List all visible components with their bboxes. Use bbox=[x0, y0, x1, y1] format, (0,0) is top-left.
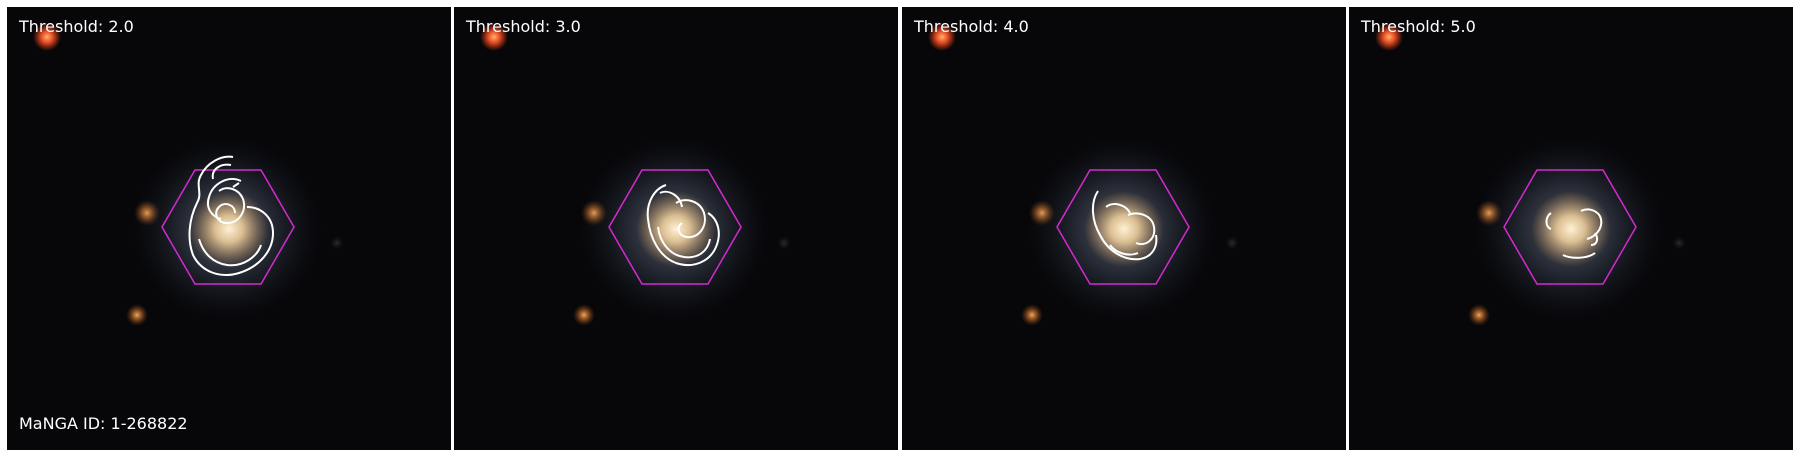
contours bbox=[188, 155, 274, 276]
bright-star bbox=[928, 23, 956, 51]
contours bbox=[1092, 190, 1158, 261]
ifu-hexagon bbox=[1056, 169, 1190, 285]
faint-source bbox=[330, 236, 344, 250]
galaxy-core bbox=[1084, 191, 1164, 267]
galaxy-image bbox=[7, 7, 451, 450]
galaxy-core bbox=[636, 191, 716, 267]
bright-star bbox=[480, 23, 508, 51]
contour-line bbox=[1545, 212, 1552, 230]
bright-star bbox=[33, 23, 61, 51]
contour-line bbox=[232, 182, 240, 188]
galaxy-core bbox=[189, 191, 269, 267]
contours bbox=[1545, 208, 1603, 259]
contour-line bbox=[207, 178, 242, 220]
contour-line bbox=[1105, 203, 1131, 214]
contour-line bbox=[1092, 190, 1158, 261]
panel-threshold-5: Threshold: 5.0 bbox=[1349, 7, 1793, 450]
panel-threshold-2: Threshold: 2.0 MaNGA ID: 1-268822 bbox=[7, 7, 451, 450]
contour-line bbox=[1127, 212, 1156, 245]
ifu-hexagon bbox=[608, 169, 742, 285]
contour-line bbox=[646, 184, 720, 266]
contours bbox=[646, 184, 720, 266]
panel-title: Threshold: 4.0 bbox=[914, 17, 1029, 36]
contour-line bbox=[1562, 252, 1596, 259]
panel-title: Threshold: 2.0 bbox=[19, 17, 134, 36]
ifu-hexagon bbox=[1503, 169, 1637, 285]
field-star bbox=[1468, 304, 1490, 326]
contour-line bbox=[1580, 208, 1603, 240]
ifu-hexagon bbox=[161, 169, 295, 285]
field-star bbox=[1021, 304, 1043, 326]
panel-title: Threshold: 3.0 bbox=[466, 17, 581, 36]
contour-line bbox=[1109, 244, 1139, 256]
contour-line bbox=[657, 226, 711, 259]
field-star bbox=[126, 304, 148, 326]
panel-threshold-4: Threshold: 4.0 bbox=[902, 7, 1346, 450]
contour-line bbox=[215, 187, 245, 224]
faint-source bbox=[1672, 236, 1686, 250]
contour-line bbox=[675, 199, 706, 239]
bright-star bbox=[1375, 23, 1403, 51]
contour-line bbox=[1590, 232, 1599, 246]
panel-title: Threshold: 5.0 bbox=[1361, 17, 1476, 36]
galaxy-image bbox=[1349, 7, 1793, 450]
galaxy-image bbox=[454, 7, 898, 450]
faint-source bbox=[1225, 236, 1239, 250]
contour-line bbox=[188, 155, 274, 276]
field-star bbox=[573, 304, 595, 326]
contour-line bbox=[198, 238, 262, 267]
panel-threshold-3: Threshold: 3.0 bbox=[454, 7, 898, 450]
faint-source bbox=[777, 236, 791, 250]
galaxy-image bbox=[902, 7, 1346, 450]
contour-line bbox=[659, 190, 683, 208]
manga-id-label: MaNGA ID: 1-268822 bbox=[19, 414, 188, 433]
contour-line bbox=[211, 163, 232, 180]
